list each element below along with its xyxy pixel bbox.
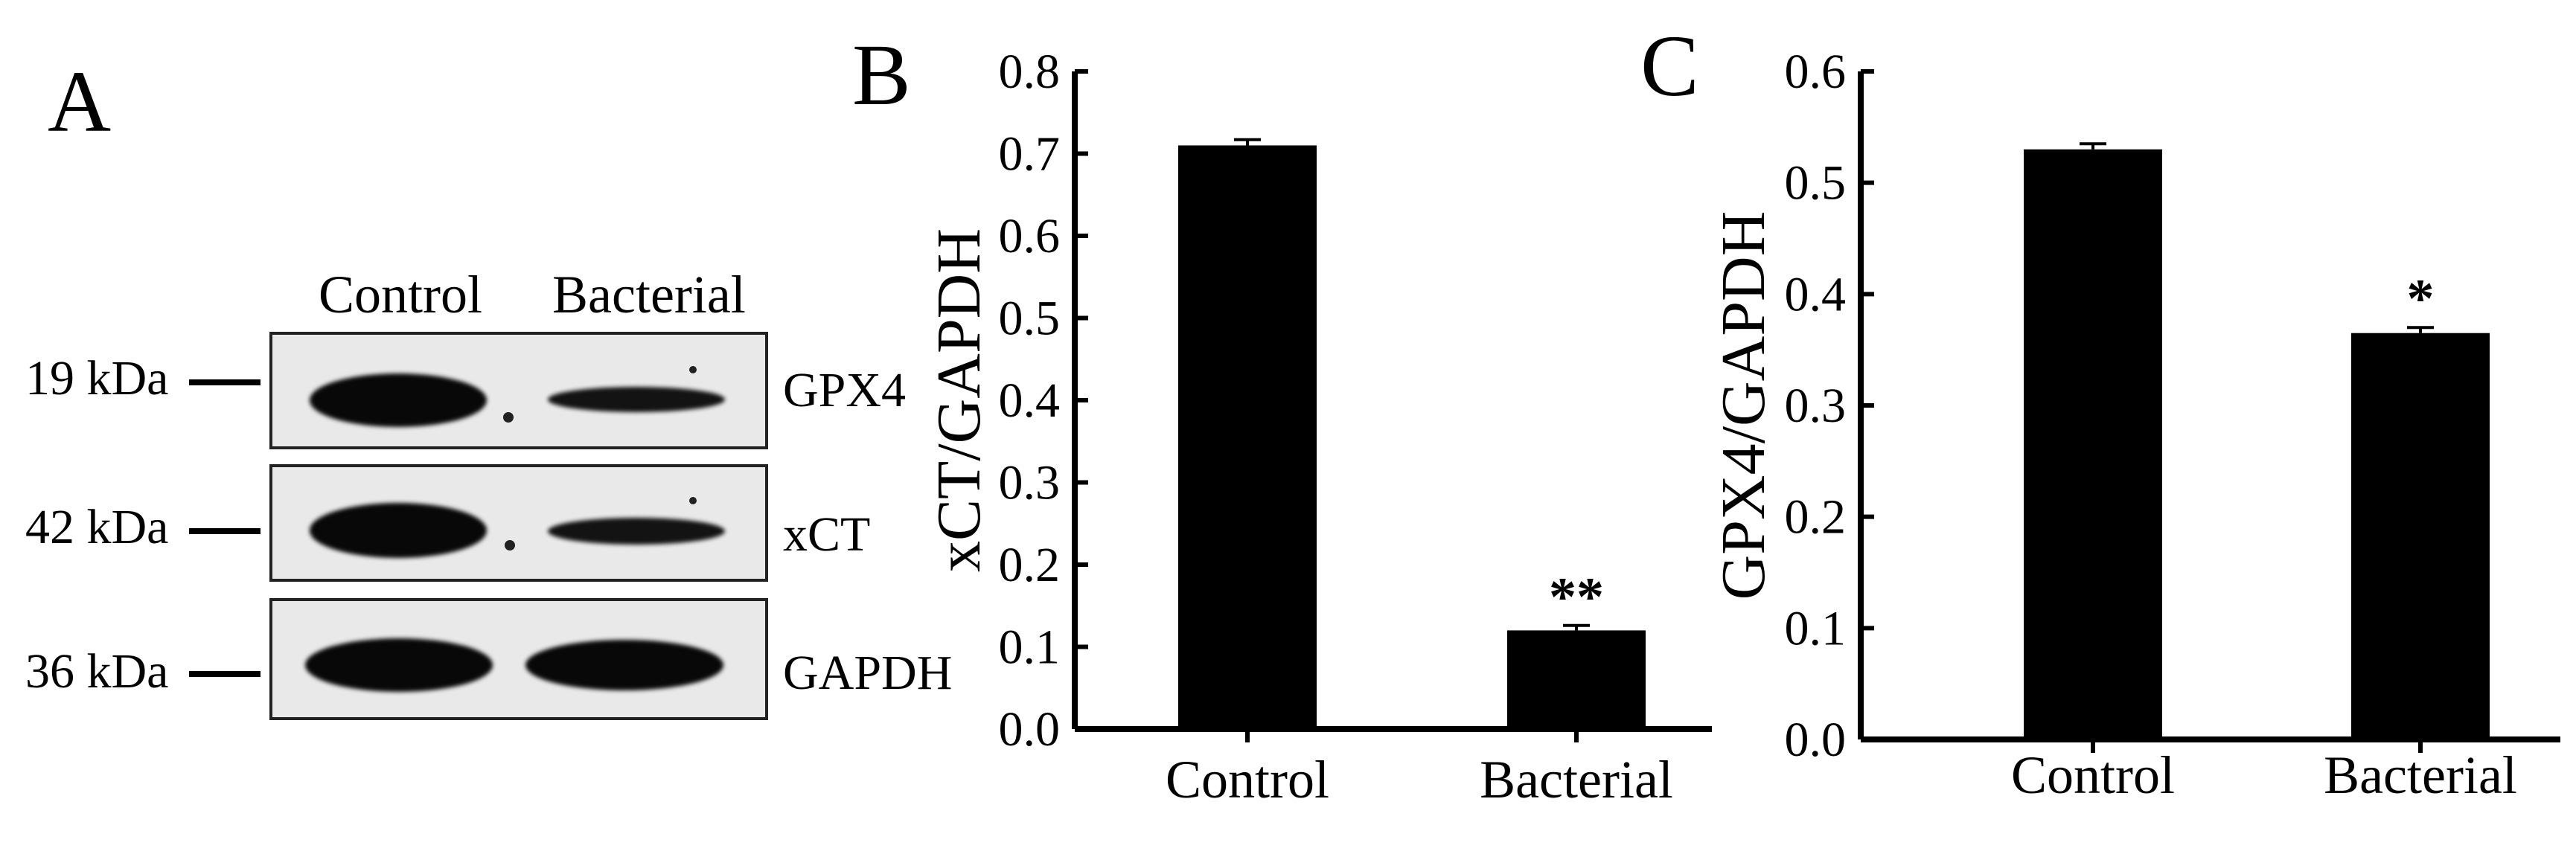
band-gapdh-bacterial: [525, 640, 723, 690]
panel-b-x-tick-label: Bacterial: [1480, 750, 1673, 809]
panel-b-y-axis-label: xCT/GAPDH: [924, 228, 994, 572]
panel-a-letter: A: [48, 53, 112, 150]
band-xct-bacterial: [548, 518, 725, 545]
blot-speck: [689, 366, 697, 373]
lane-label-control: Control: [319, 265, 483, 324]
panel-c-y-tick-label: 0.6: [1785, 45, 1847, 99]
panel-c-x-tick-label: Control: [2011, 745, 2175, 805]
blot-speck: [503, 412, 514, 423]
protein-label-gpx4: GPX4: [783, 363, 907, 417]
panel-c-significance-marker: *: [2407, 269, 2435, 330]
blot-speck: [505, 540, 515, 551]
panel-b-y-tick-label: 0.5: [999, 292, 1061, 346]
panel-b-x-tick-label: Control: [1166, 750, 1329, 809]
panel-c-x-tick-label: Bacterial: [2324, 745, 2517, 805]
protein-label-gapdh: GAPDH: [783, 646, 953, 700]
panel-b-y-tick-label: 0.6: [999, 209, 1061, 263]
panel-b-y-tick-label: 0.8: [999, 45, 1061, 99]
panel-c-y-tick-label: 0.4: [1785, 267, 1847, 321]
mw-label-gapdh: 36 kDa: [25, 644, 169, 699]
panel-c-y-tick-label: 0.0: [1785, 713, 1847, 767]
panel-b-letter: B: [852, 26, 911, 123]
mw-label-xct: 42 kDa: [25, 500, 169, 554]
panel-c-bar-bacterial: [2351, 333, 2490, 739]
panel-b-y-tick-label: 0.2: [999, 538, 1061, 592]
mw-label-gpx4: 19 kDa: [25, 351, 169, 405]
band-gapdh-control: [305, 638, 493, 692]
band-xct-control: [310, 503, 487, 558]
band-gpx4-bacterial: [548, 387, 725, 412]
panel-b-y-tick-label: 0.1: [999, 620, 1061, 675]
panel-c-letter: C: [1640, 17, 1699, 115]
band-gpx4-control: [310, 373, 487, 427]
panel-b-bar-control: [1178, 145, 1317, 729]
panel-c-y-tick-label: 0.3: [1785, 379, 1847, 433]
panel-c-y-tick-label: 0.5: [1785, 156, 1847, 211]
panel-c-bar-control: [2024, 149, 2162, 739]
panel-b-significance-marker: **: [1549, 567, 1604, 628]
blot-xct: [269, 464, 768, 582]
lane-label-bacterial: Bacterial: [552, 265, 746, 324]
panel-b-y-tick-label: 0.7: [999, 127, 1061, 182]
panel-b-y-tick-label: 0.4: [999, 373, 1061, 428]
protein-label-xct: xCT: [783, 507, 871, 562]
panel-b-y-tick-label: 0.0: [999, 702, 1061, 757]
panel-b-bar-bacterial: [1507, 630, 1646, 729]
blot-gapdh: [269, 598, 768, 720]
panel-c-y-tick-label: 0.1: [1785, 601, 1847, 655]
mw-tick-gapdh: [189, 671, 261, 677]
mw-tick-gpx4: [189, 379, 261, 385]
panel-c-y-tick-label: 0.2: [1785, 490, 1847, 545]
panel-b-y-tick-label: 0.3: [999, 456, 1061, 510]
panel-c-y-axis-label: GPX4/GAPDH: [1709, 211, 1778, 600]
mw-tick-xct: [189, 528, 261, 534]
blot-gpx4: [269, 332, 768, 449]
blot-speck: [689, 497, 697, 504]
